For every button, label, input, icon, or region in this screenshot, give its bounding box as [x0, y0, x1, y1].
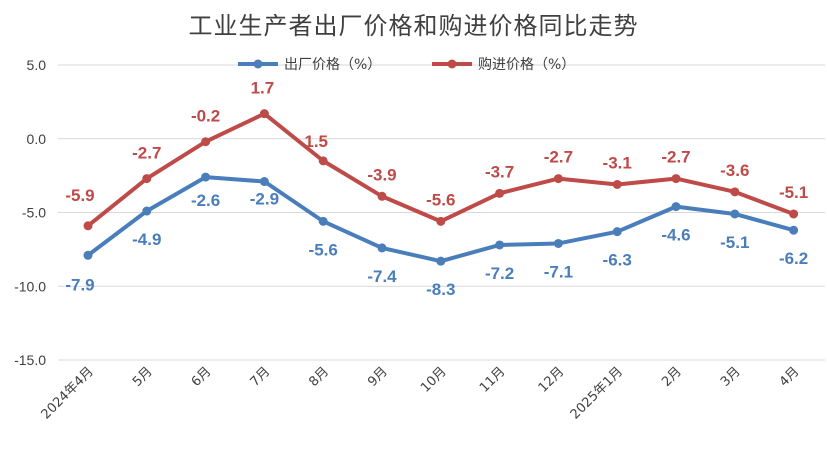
data-label: -3.1 — [603, 153, 632, 172]
data-point — [201, 137, 211, 147]
data-point — [83, 221, 93, 231]
x-tick-label: 8月 — [306, 364, 332, 390]
legend-swatch-marker — [447, 59, 457, 69]
x-tick-label: 2024年4月 — [39, 364, 97, 422]
x-tick-label: 2025年1月 — [568, 364, 626, 422]
data-label: -5.6 — [426, 190, 455, 209]
data-point — [318, 216, 328, 226]
y-tick-label: 0.0 — [27, 131, 47, 147]
data-point — [436, 256, 446, 266]
y-tick-label: -10.0 — [14, 278, 46, 294]
data-point — [201, 172, 211, 182]
gridlines — [58, 64, 825, 361]
x-tick-label: 9月 — [365, 364, 391, 390]
data-point — [259, 177, 269, 187]
data-label: -7.1 — [544, 262, 573, 281]
data-label: -2.7 — [132, 144, 161, 163]
data-point — [259, 109, 269, 119]
data-point — [789, 225, 799, 235]
data-label: -4.6 — [661, 226, 690, 245]
x-tick-label: 5月 — [130, 364, 156, 390]
data-point — [142, 206, 152, 216]
data-label: -2.7 — [661, 148, 690, 167]
x-tick-label: 4月 — [777, 364, 803, 390]
data-label: -2.7 — [544, 148, 573, 167]
x-tick-label: 10月 — [418, 364, 449, 395]
data-point — [612, 227, 622, 237]
data-label: -2.6 — [191, 191, 220, 210]
legend-swatch-marker — [253, 59, 263, 69]
legend-item: 出厂价格（%） — [238, 57, 381, 73]
x-tick-label: 3月 — [718, 364, 744, 390]
data-label: -3.6 — [720, 161, 749, 180]
data-label: -2.9 — [250, 190, 279, 209]
x-tick-label: 11月 — [477, 364, 508, 395]
data-label: -7.9 — [65, 275, 94, 294]
y-axis-ticks: 5.0 0.0 -5.0 -10.0 -15.0 — [14, 57, 46, 368]
legend: 出厂价格（%） 购进价格（%） — [238, 57, 575, 73]
data-label: -3.9 — [367, 165, 396, 184]
x-tick-label: 12月 — [536, 364, 567, 395]
y-tick-label: -5.0 — [22, 205, 46, 221]
data-point — [789, 209, 799, 219]
legend-label: 购进价格（%） — [478, 57, 575, 73]
data-label: -6.3 — [603, 251, 632, 270]
data-label: -4.9 — [132, 230, 161, 249]
data-point — [671, 202, 681, 212]
data-label: -7.2 — [485, 264, 514, 283]
data-label: -5.6 — [309, 240, 338, 259]
data-label: -0.2 — [191, 107, 220, 126]
y-tick-label: 5.0 — [27, 57, 47, 73]
y-tick-label: -15.0 — [14, 352, 46, 368]
legend-item: 购进价格（%） — [432, 57, 575, 73]
data-label: -3.7 — [485, 162, 514, 181]
data-point — [142, 174, 152, 184]
x-tick-label: 7月 — [248, 364, 274, 390]
data-label: -5.1 — [720, 233, 749, 252]
data-label: -5.9 — [65, 186, 94, 205]
data-label: 1.5 — [304, 132, 328, 151]
data-point — [553, 238, 563, 248]
x-tick-label: 6月 — [189, 364, 215, 390]
data-point — [730, 209, 740, 219]
data-point — [377, 191, 387, 201]
data-point — [318, 156, 328, 166]
data-label: -6.2 — [779, 249, 808, 268]
data-point — [377, 243, 387, 253]
data-point — [495, 240, 505, 250]
data-point — [553, 174, 563, 184]
data-point — [436, 216, 446, 226]
data-point — [83, 250, 93, 260]
data-label: -8.3 — [426, 280, 455, 299]
series-lines — [83, 109, 799, 266]
data-labels: -7.9 -4.9 -2.6 -2.9 -5.6 -7.4 -8.3 -7.2 -7.1 -6.3… — [65, 79, 808, 299]
data-label: -5.1 — [779, 183, 808, 202]
x-tick-label: 2月 — [659, 364, 685, 390]
x-axis-ticks: 2024年4月 5月 6月 7月 8月 9月 10月 11月 12月 2025年1月 2月 3月 4月 — [39, 364, 803, 422]
chart-title: 工业生产者出厂价格和购进价格同比走势 — [188, 12, 639, 40]
data-point — [671, 174, 681, 184]
data-label: -7.4 — [367, 267, 397, 286]
legend-label: 出厂价格（%） — [284, 57, 381, 73]
data-point — [612, 179, 622, 189]
data-point — [730, 187, 740, 197]
data-label: 1.7 — [251, 79, 275, 98]
data-point — [495, 188, 505, 198]
